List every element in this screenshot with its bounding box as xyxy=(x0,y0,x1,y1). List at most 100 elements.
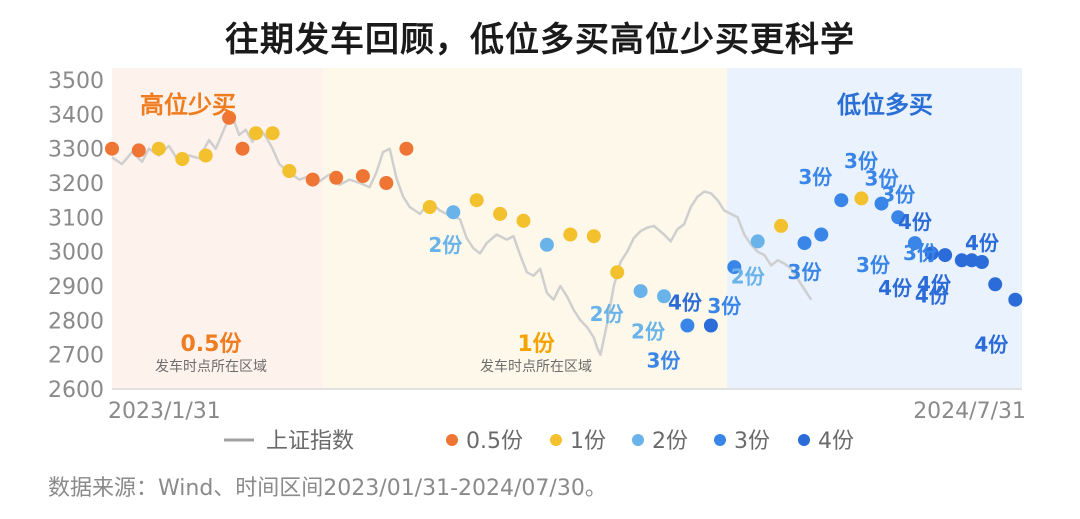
y-tick-label: 3500 xyxy=(48,69,104,94)
y-tick-label: 2600 xyxy=(48,378,104,403)
data-point xyxy=(657,289,671,304)
data-point xyxy=(235,141,250,156)
legend-label: 1份 xyxy=(570,429,606,454)
data-point xyxy=(355,169,370,184)
data-point xyxy=(151,141,166,156)
data-point xyxy=(586,229,601,244)
y-tick-label: 3100 xyxy=(48,206,104,231)
data-point xyxy=(610,265,625,280)
legend-dot xyxy=(446,434,458,446)
y-tick-label: 3200 xyxy=(48,172,104,197)
point-label: 3份 xyxy=(788,260,823,284)
data-point xyxy=(874,196,889,211)
data-point xyxy=(891,210,906,225)
point-label: 3份 xyxy=(707,294,742,318)
data-point xyxy=(854,191,869,206)
legend-dot xyxy=(632,434,644,446)
point-label: 4份 xyxy=(898,210,933,234)
zone-high-amount: 0.5份 xyxy=(181,332,243,357)
point-label: 4份 xyxy=(878,276,913,300)
data-point xyxy=(938,248,953,263)
legend-label: 4份 xyxy=(818,429,854,454)
y-tick-label: 2700 xyxy=(48,344,104,369)
point-label: 2份 xyxy=(428,233,463,257)
data-point xyxy=(814,227,829,242)
point-label: 4份 xyxy=(915,283,950,307)
source-note: 数据来源：Wind、时间区间2023/01/31-2024/07/30。 xyxy=(48,476,607,501)
data-point xyxy=(703,318,718,333)
data-point xyxy=(974,255,989,269)
data-point xyxy=(750,234,765,249)
zone-backgrounds xyxy=(112,68,1022,389)
data-point xyxy=(539,237,554,252)
point-label: 3份 xyxy=(844,149,879,173)
point-label: 3份 xyxy=(903,241,938,265)
data-point xyxy=(265,126,280,141)
zone-high-sub: 发车时点所在区域 xyxy=(155,358,267,375)
legend-line-label: 上证指数 xyxy=(266,429,354,454)
data-point xyxy=(633,284,648,299)
data-point xyxy=(446,205,461,220)
data-point xyxy=(834,193,849,208)
zone-mid-sub: 发车时点所在区域 xyxy=(480,358,592,375)
y-tick-label: 3300 xyxy=(48,138,104,163)
zone-bg-0 xyxy=(112,68,323,389)
data-point xyxy=(399,141,414,156)
data-point xyxy=(198,148,213,163)
point-label: 3份 xyxy=(881,182,916,206)
point-label: 4份 xyxy=(668,291,703,315)
data-point xyxy=(329,170,344,185)
data-point xyxy=(131,143,146,158)
zone-bg-1 xyxy=(323,68,727,389)
legend-label: 0.5份 xyxy=(466,429,523,454)
point-label: 4份 xyxy=(917,272,952,296)
x-end-label: 2024/7/31 xyxy=(913,399,1026,424)
zone-low-title: 低位多买 xyxy=(836,91,933,119)
data-point xyxy=(422,200,437,214)
legend-dot xyxy=(798,434,810,446)
data-point xyxy=(907,236,922,251)
data-point xyxy=(954,253,969,268)
chart-title: 往期发车回顾，低位多买高位少买更科学 xyxy=(225,20,855,60)
data-point xyxy=(248,126,263,141)
legend-label: 2份 xyxy=(652,429,688,454)
point-label: 3份 xyxy=(646,349,681,373)
legend: 上证指数 0.5份 1份 2份 3份 4份 xyxy=(224,429,854,454)
y-tick-label: 3000 xyxy=(48,241,104,266)
data-point xyxy=(797,236,812,251)
point-label: 2份 xyxy=(731,264,766,288)
data-point xyxy=(924,246,939,261)
index-line-layer xyxy=(111,114,813,356)
x-axis: 2023/1/31 2024/7/31 xyxy=(108,399,1026,424)
data-point xyxy=(988,277,1003,292)
data-point xyxy=(469,193,484,208)
point-label: 2份 xyxy=(631,319,666,343)
legend-dot xyxy=(714,434,726,446)
point-label: 2份 xyxy=(590,302,625,326)
index-line xyxy=(111,114,813,356)
legend-dot xyxy=(550,434,562,446)
point-label: 3份 xyxy=(798,165,833,189)
point-label: 3份 xyxy=(856,253,891,277)
data-point xyxy=(516,213,531,228)
zone-high-title: 高位少买 xyxy=(140,91,236,119)
points-layer xyxy=(105,110,1023,333)
y-axis: 3500 3400 3300 3200 3100 3000 2900 2800 2700 2600 xyxy=(48,69,1022,403)
data-point xyxy=(305,172,320,187)
legend-label: 3份 xyxy=(734,429,770,454)
data-point xyxy=(493,206,508,221)
y-tick-label: 2900 xyxy=(48,275,104,300)
data-point xyxy=(282,164,297,178)
data-point xyxy=(105,141,119,156)
zone-mid-amount: 1份 xyxy=(517,332,555,357)
data-point xyxy=(175,152,190,166)
y-tick-label: 2800 xyxy=(48,309,104,334)
point-label: 4份 xyxy=(965,231,1000,255)
data-point xyxy=(379,176,394,190)
point-label: 4份 xyxy=(974,333,1009,357)
data-point xyxy=(680,318,695,333)
data-point xyxy=(774,218,789,233)
